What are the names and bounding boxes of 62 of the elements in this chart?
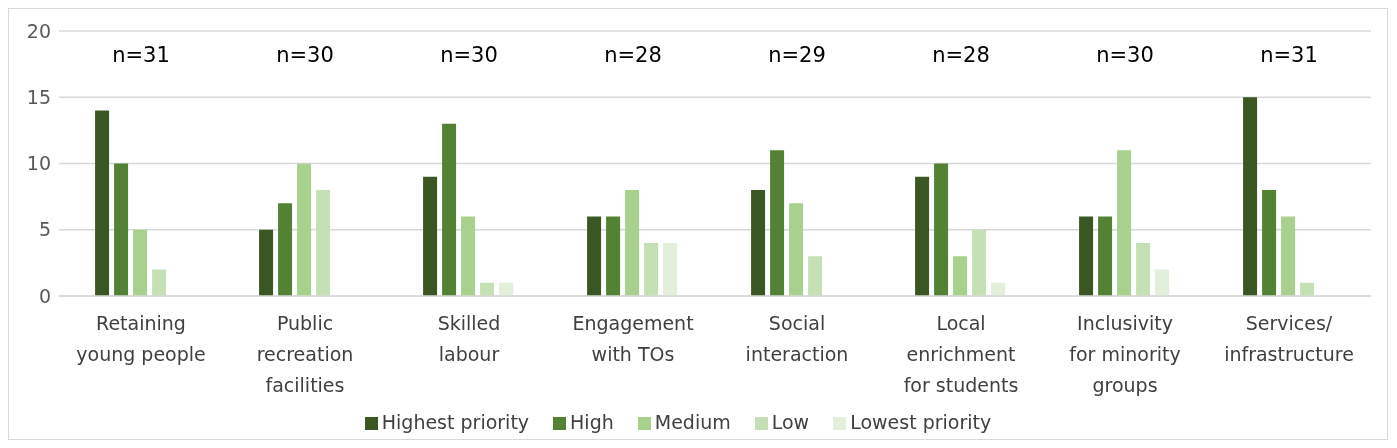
bar [644,243,659,296]
bar [442,123,457,296]
bar [808,256,823,296]
bar [278,203,293,296]
bar [152,269,167,296]
bar [1098,216,1113,296]
bar [1243,97,1258,296]
bar [751,190,766,296]
bar [114,163,129,296]
bar [316,190,331,296]
x-tick-label: Inclusivity for minority groups [1069,312,1181,396]
x-tick-label: Local enrichment for students [903,312,1019,396]
bar [1117,150,1132,296]
bar [915,176,930,296]
annotation: n=30 [440,43,498,67]
x-tick-label: Social interaction [745,312,849,365]
bar [1136,243,1151,296]
legend-label: Lowest priority [850,411,992,433]
annotation: n=28 [932,43,990,67]
legend-label: Medium [654,411,731,433]
legend-label: High [570,411,614,433]
bar [789,203,804,296]
bar [1155,269,1170,296]
bar [770,150,785,296]
bar [991,282,1006,296]
bar [934,163,949,296]
x-tick-label: Engagement with TOs [572,312,694,365]
bar [1262,190,1277,296]
bar [1281,216,1296,296]
legend-label: Highest priority [381,411,530,433]
bar [499,282,514,296]
y-tick-label: 5 [38,218,51,241]
bar [1079,216,1094,296]
annotation: n=31 [112,43,170,67]
bar [297,163,312,296]
annotation: n=30 [276,43,334,67]
bar [972,229,987,296]
bar [95,110,110,296]
annotation: n=29 [768,43,826,67]
bar [625,190,640,296]
bar [663,243,678,296]
x-tick-label: Public recreation facilities [256,312,354,396]
bar [133,229,148,296]
annotation: n=30 [1096,43,1154,67]
legend-label: Low [771,411,810,433]
x-tick-label: Skilled labour [437,312,501,365]
bar [606,216,621,296]
x-tick-label: Retaining young people [76,312,206,365]
y-tick-label: 20 [26,19,51,42]
bar [461,216,476,296]
y-tick-label: 10 [26,152,51,175]
bar [587,216,602,296]
annotation: n=31 [1260,43,1318,67]
bar [480,282,495,296]
bar [423,176,438,296]
bar [953,256,968,296]
x-tick-label: Services/ infrastructure [1224,312,1354,365]
y-tick-label: 0 [38,284,51,307]
bar [259,229,274,296]
y-tick-label: 15 [26,86,51,108]
bar [1300,282,1315,296]
annotation: n=28 [604,43,662,67]
